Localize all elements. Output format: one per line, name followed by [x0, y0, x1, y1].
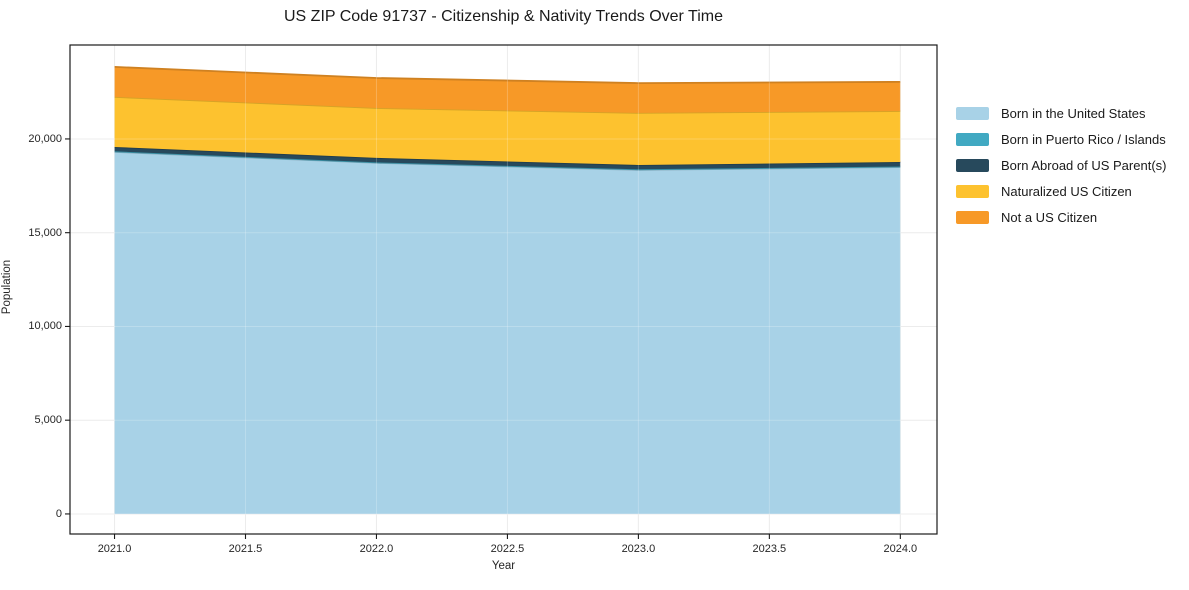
legend-row-naturalized-us-citizen: Naturalized US Citizen	[956, 178, 1166, 204]
area-series-born-abroad-of-us-parent-s	[114, 147, 901, 170]
legend-label: Born in the United States	[1001, 105, 1146, 121]
legend-swatch-icon	[956, 210, 989, 224]
legend-label: Born Abroad of US Parent(s)	[1001, 157, 1167, 173]
y-tick-label: 0	[55, 507, 62, 520]
y-tick-label: 10,000	[28, 320, 62, 333]
y-tick-label: 5,000	[34, 414, 62, 427]
area-series-naturalized-us-citizen	[114, 96, 901, 165]
x-tick-label: 2022.0	[359, 543, 394, 555]
legend-row-born-in-puerto-rico-islands: Born in Puerto Rico / Islands	[956, 126, 1166, 152]
x-axis-label: Year	[491, 560, 516, 572]
x-tick-label: 2021.0	[97, 543, 132, 555]
x-tick-label: 2023.0	[621, 543, 656, 555]
legend-swatch-icon	[956, 158, 989, 172]
area-series-not-a-us-citizen	[114, 66, 901, 113]
legend-label: Naturalized US Citizen	[1001, 183, 1132, 199]
legend-row-born-abroad-of-us-parent-s: Born Abroad of US Parent(s)	[956, 152, 1166, 178]
legend-swatch-icon	[956, 184, 989, 198]
x-tick-label: 2022.5	[490, 543, 525, 555]
legend-row-born-in-the-united-states: Born in the United States	[956, 100, 1166, 126]
plot-border	[69, 44, 938, 535]
legend-row-not-a-us-citizen: Not a US Citizen	[956, 204, 1166, 230]
chart-title: US ZIP Code 91737 - Citizenship & Nativi…	[284, 8, 723, 25]
y-axis-label: Population	[1, 259, 13, 315]
area-edge-not-a-us-citizen	[114, 66, 901, 85]
x-tick-label: 2021.5	[228, 543, 263, 555]
legend-swatch-icon	[956, 132, 989, 146]
legend-swatch-icon	[956, 106, 989, 120]
legend-label: Born in Puerto Rico / Islands	[1001, 131, 1166, 147]
legend-label: Not a US Citizen	[1001, 209, 1098, 225]
x-tick-label: 2023.5	[752, 543, 787, 555]
y-tick-label: 20,000	[28, 132, 62, 145]
legend: Born in the United States Born in Puerto …	[956, 100, 1166, 230]
y-tick-label: 15,000	[28, 226, 62, 239]
area-series-born-in-the-united-states	[114, 151, 901, 514]
x-tick-label: 2024.0	[883, 543, 918, 555]
